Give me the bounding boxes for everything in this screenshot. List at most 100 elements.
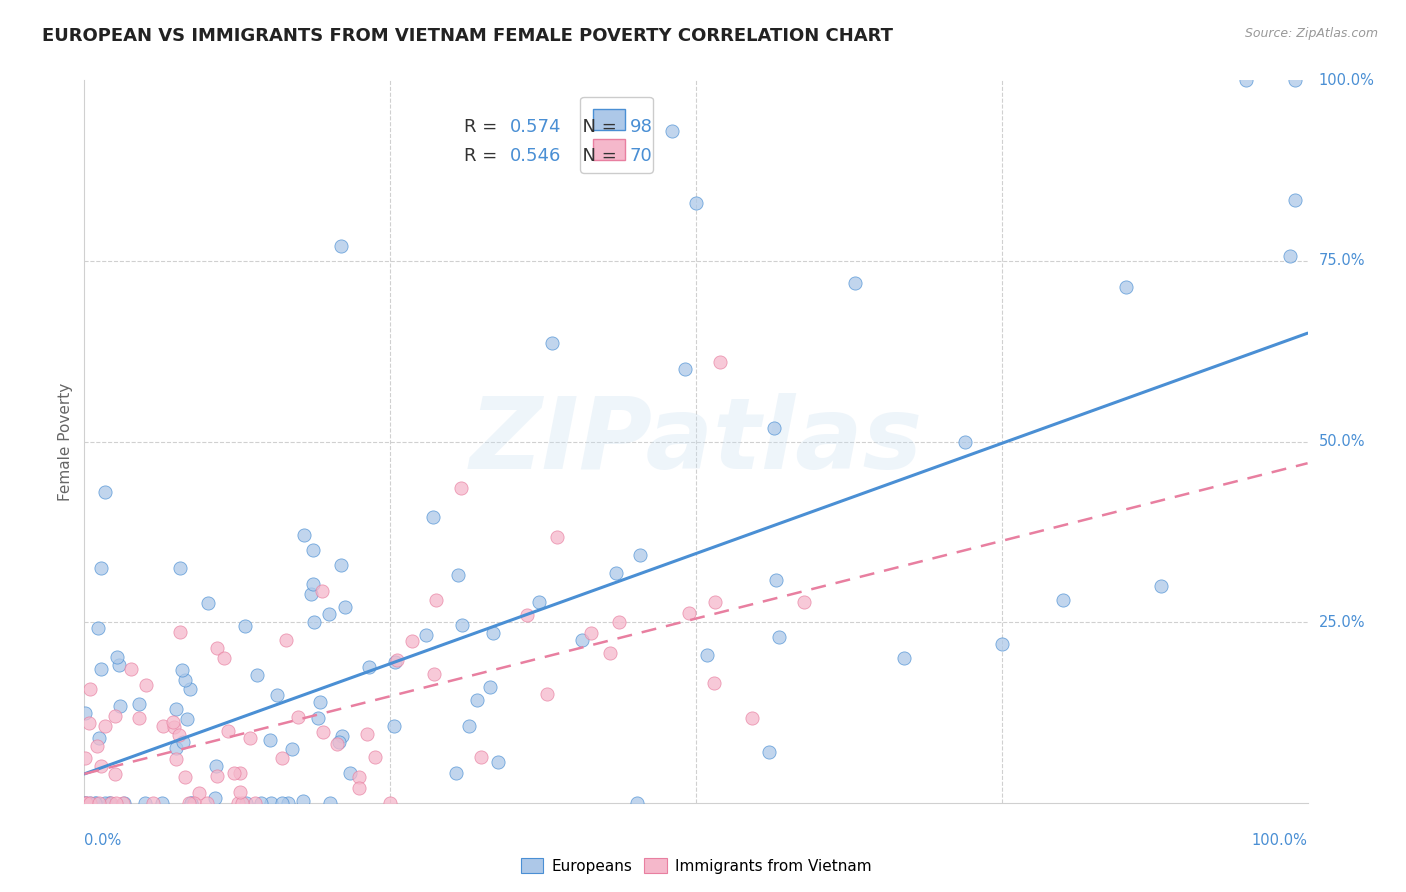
Point <box>328 735 350 749</box>
Point <box>696 648 718 663</box>
Point <box>142 796 165 810</box>
Point <box>100 796 122 810</box>
Point <box>75 796 97 810</box>
Point <box>329 558 352 573</box>
Point <box>294 528 316 542</box>
Point <box>685 196 707 211</box>
Point <box>326 737 349 751</box>
Text: R =: R = <box>464 119 502 136</box>
Point <box>486 755 509 769</box>
Point <box>165 741 187 756</box>
Point <box>1284 73 1306 87</box>
Point <box>104 709 127 723</box>
Point <box>758 745 780 759</box>
Point <box>415 628 437 642</box>
Point <box>422 510 444 524</box>
Point <box>222 765 245 780</box>
Point <box>228 766 250 780</box>
Point <box>231 796 253 810</box>
Point <box>228 785 250 799</box>
Point <box>204 791 226 805</box>
Point <box>516 607 538 622</box>
Point <box>335 600 357 615</box>
Point <box>245 796 267 810</box>
Point <box>330 729 353 743</box>
Point <box>104 767 127 781</box>
Point <box>172 735 194 749</box>
Point <box>349 780 371 795</box>
Point <box>120 662 142 676</box>
Point <box>709 355 731 369</box>
Point <box>134 796 156 810</box>
Point <box>1284 193 1306 207</box>
Point <box>330 239 353 253</box>
Text: EUROPEAN VS IMMIGRANTS FROM VIETNAM FEMALE POVERTY CORRELATION CHART: EUROPEAN VS IMMIGRANTS FROM VIETNAM FEMA… <box>42 27 893 45</box>
Point <box>527 595 550 609</box>
Point <box>73 750 96 764</box>
Point <box>87 796 110 810</box>
Point <box>135 678 157 692</box>
Point <box>356 727 378 741</box>
Point <box>312 724 335 739</box>
Legend: Europeans, Immigrants from Vietnam: Europeans, Immigrants from Vietnam <box>513 850 879 881</box>
Text: N =: N = <box>571 119 623 136</box>
Point <box>250 796 273 810</box>
Point <box>628 549 651 563</box>
Point <box>128 711 150 725</box>
Point <box>212 651 235 665</box>
Point <box>793 595 815 609</box>
Point <box>536 687 558 701</box>
Point <box>271 796 294 810</box>
Text: N =: N = <box>571 147 623 165</box>
Point <box>94 485 117 500</box>
Point <box>425 593 447 607</box>
Point <box>380 796 402 810</box>
Point <box>339 765 361 780</box>
Point <box>226 796 249 810</box>
Point <box>309 695 332 709</box>
Point <box>482 625 505 640</box>
Point <box>152 719 174 733</box>
Point <box>307 710 329 724</box>
Point <box>217 724 239 739</box>
Point <box>73 796 96 810</box>
Point <box>79 682 101 697</box>
Point <box>546 529 568 543</box>
Point <box>893 651 915 665</box>
Point <box>205 641 228 656</box>
Point <box>260 796 283 810</box>
Point <box>98 796 121 810</box>
Point <box>703 595 725 609</box>
Point <box>271 751 294 765</box>
Point <box>79 796 101 810</box>
Point <box>90 561 112 575</box>
Point <box>259 733 281 747</box>
Point <box>169 624 191 639</box>
Point <box>762 420 785 434</box>
Point <box>75 796 97 810</box>
Text: R =: R = <box>464 147 502 165</box>
Point <box>347 770 370 784</box>
Point <box>89 731 111 745</box>
Point <box>179 796 201 810</box>
Point <box>235 796 257 810</box>
Point <box>319 796 342 810</box>
Point <box>605 566 627 580</box>
Point <box>1279 249 1302 263</box>
Point <box>458 719 481 733</box>
Point <box>111 796 134 810</box>
Point <box>1236 73 1258 87</box>
Point <box>179 681 201 696</box>
Point <box>173 771 195 785</box>
Point <box>579 626 602 640</box>
Point <box>90 662 112 676</box>
Point <box>1115 280 1137 294</box>
Text: 70: 70 <box>630 147 652 165</box>
Point <box>953 434 976 449</box>
Point <box>470 750 492 764</box>
Point <box>94 796 117 810</box>
Y-axis label: Female Poverty: Female Poverty <box>58 383 73 500</box>
Point <box>450 618 472 632</box>
Point <box>357 660 380 674</box>
Point <box>661 124 683 138</box>
